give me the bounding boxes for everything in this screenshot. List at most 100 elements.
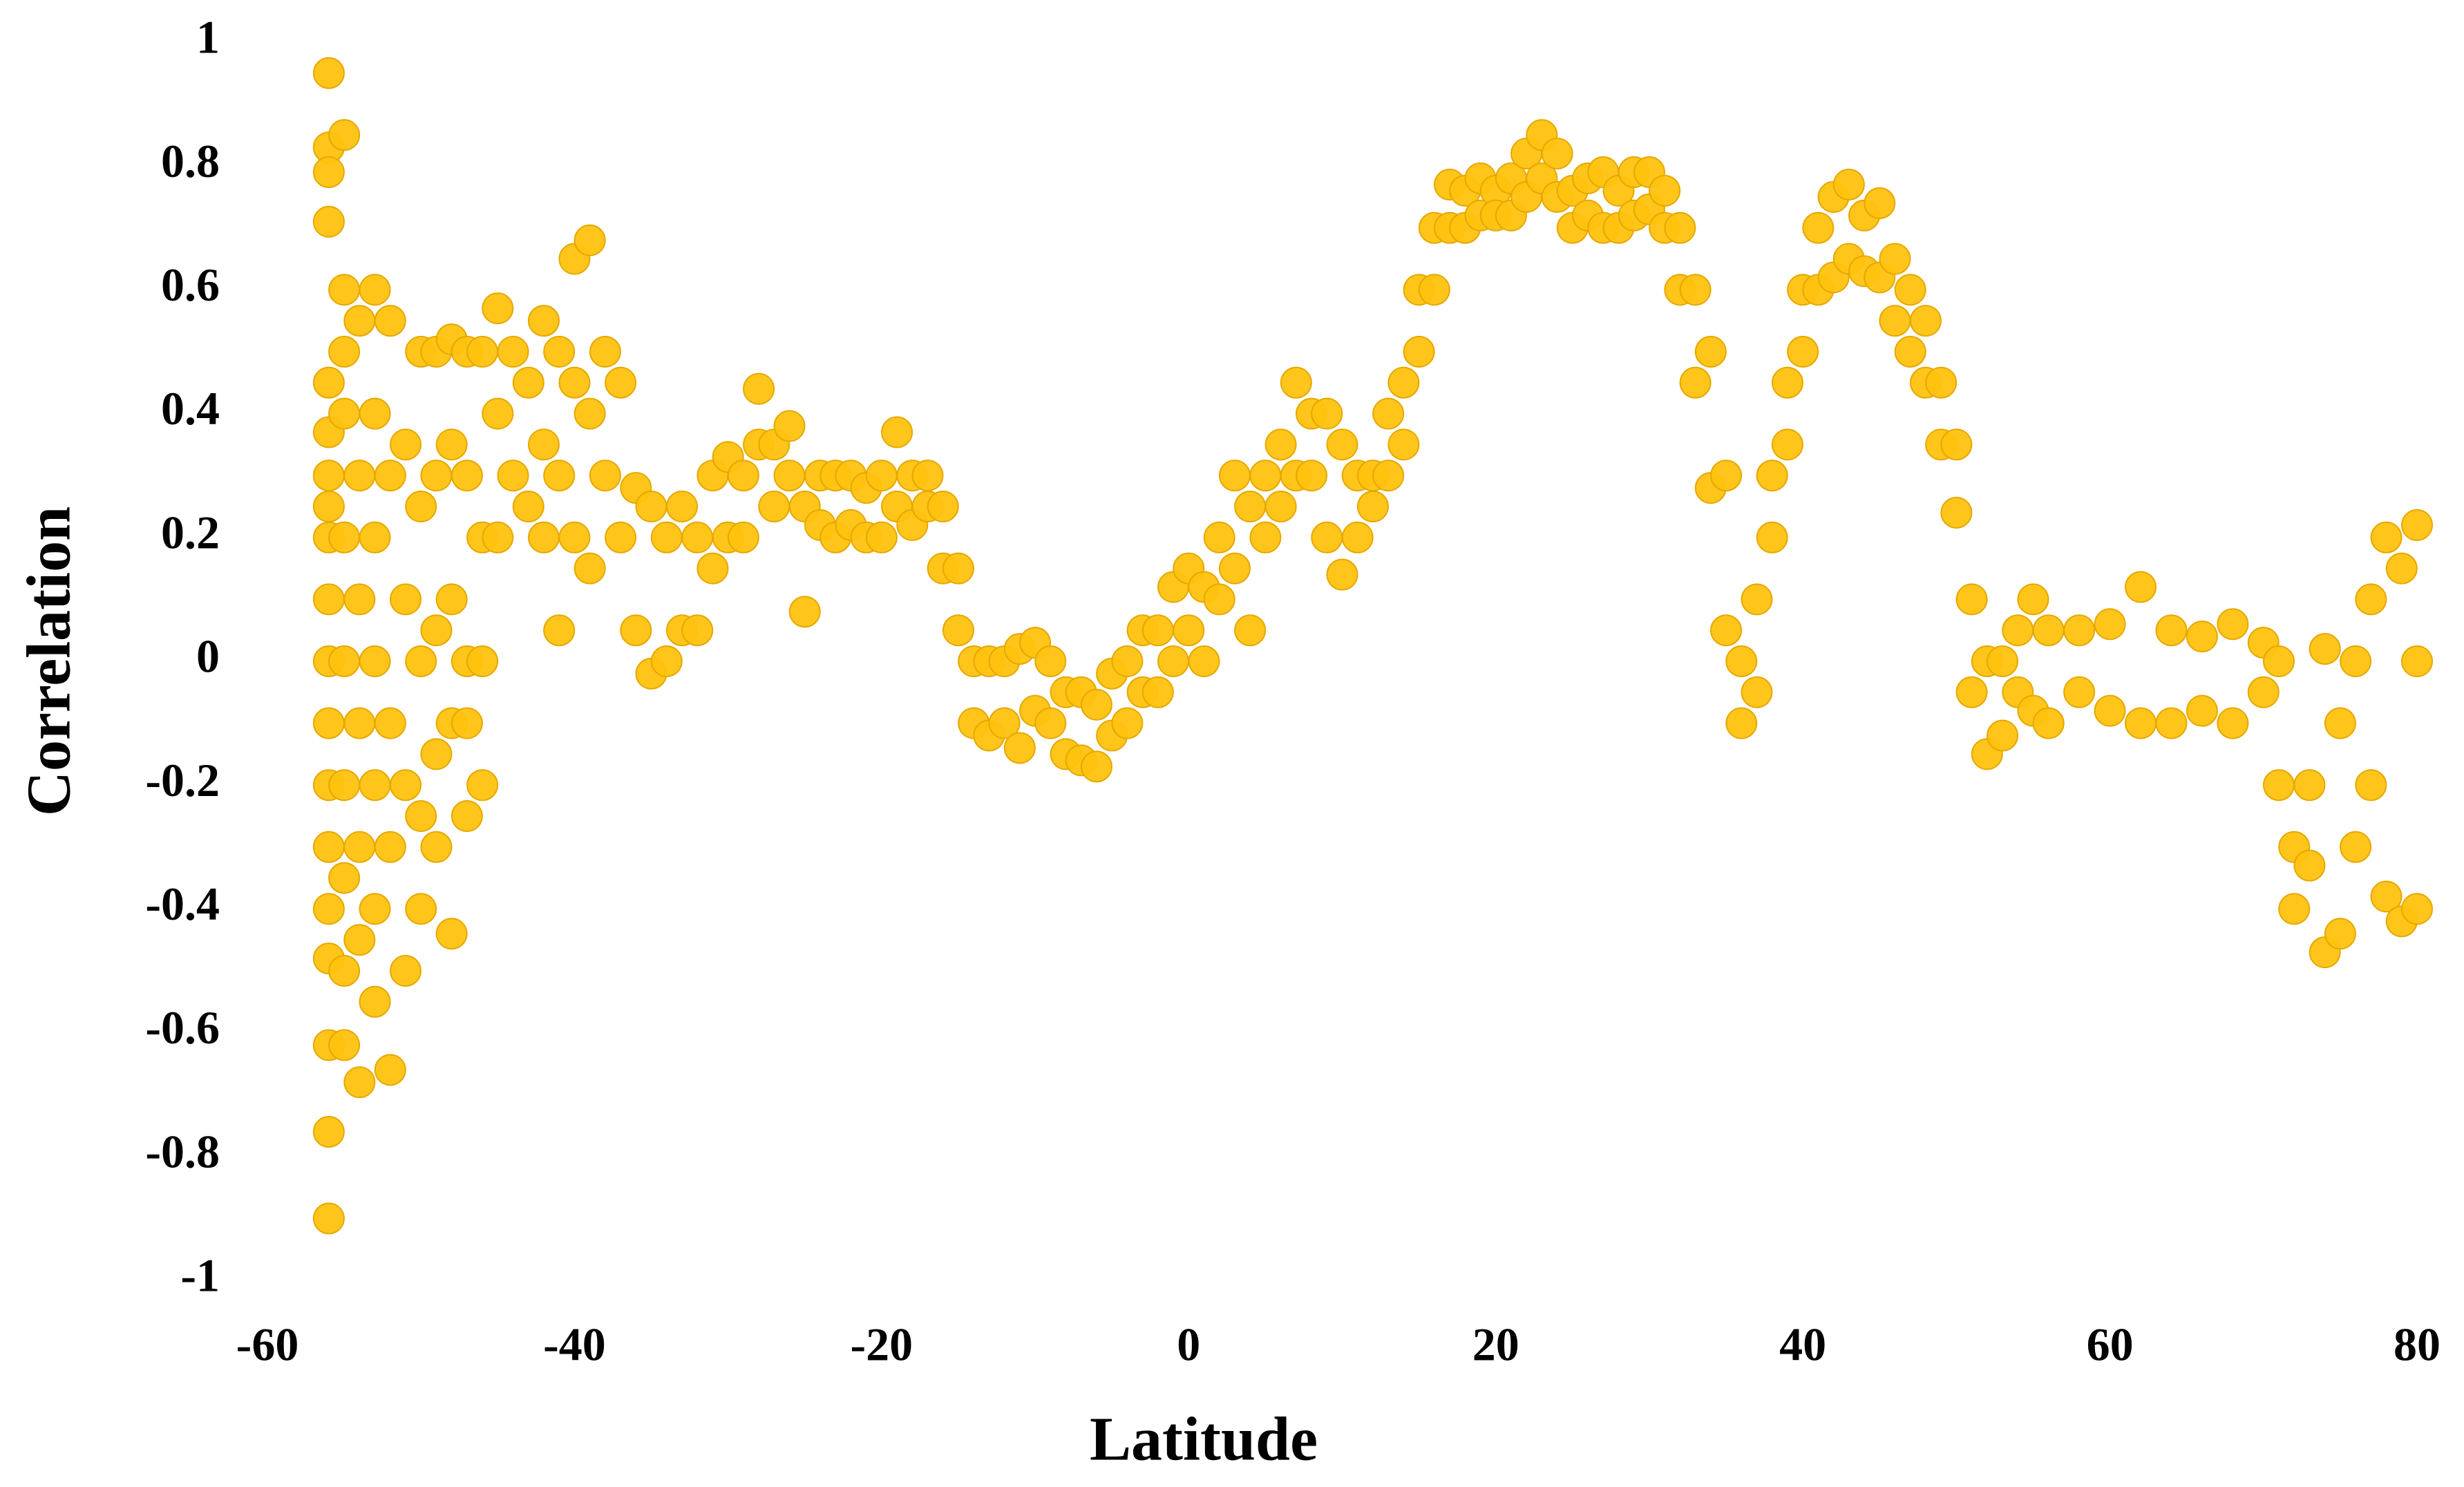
- point: [1111, 645, 1144, 677]
- point: [359, 397, 391, 430]
- point: [1679, 274, 1712, 306]
- point: [374, 831, 406, 863]
- point: [343, 924, 376, 956]
- point: [2063, 676, 2096, 708]
- point: [1771, 428, 1803, 461]
- y-tick-label: -0.6: [145, 1001, 220, 1054]
- point: [1925, 366, 1958, 399]
- point: [343, 460, 376, 492]
- point: [2032, 707, 2065, 739]
- point: [2155, 614, 2188, 647]
- point: [1787, 336, 1819, 368]
- point: [2017, 583, 2049, 616]
- point: [1387, 366, 1420, 399]
- point: [2263, 645, 2295, 677]
- point: [328, 955, 361, 987]
- point: [435, 428, 468, 461]
- point: [681, 614, 714, 647]
- point: [605, 521, 637, 553]
- point: [405, 645, 437, 677]
- point: [328, 1029, 361, 1061]
- point: [2355, 583, 2387, 616]
- point: [328, 397, 361, 430]
- point: [2370, 521, 2403, 553]
- point: [911, 460, 944, 492]
- point: [420, 831, 453, 863]
- point: [1372, 397, 1405, 430]
- y-tick-label: 1: [196, 11, 220, 64]
- point: [1264, 491, 1297, 522]
- point: [312, 205, 345, 238]
- point: [389, 583, 421, 616]
- point: [1771, 366, 1803, 399]
- point: [1326, 558, 1358, 591]
- point: [1541, 138, 1573, 170]
- point: [650, 645, 683, 677]
- x-tick-label: 60: [2087, 1318, 2134, 1371]
- point: [328, 645, 361, 677]
- point: [1694, 336, 1727, 368]
- point: [512, 366, 544, 399]
- point: [328, 274, 361, 306]
- point: [527, 428, 560, 461]
- point: [1909, 305, 1942, 337]
- point: [942, 552, 974, 585]
- point: [1710, 460, 1743, 492]
- point: [1894, 274, 1926, 306]
- point: [312, 460, 345, 492]
- point: [681, 521, 714, 553]
- point: [1879, 243, 1911, 275]
- point: [1111, 707, 1144, 739]
- y-tick-label: -0.4: [145, 878, 220, 930]
- point: [420, 614, 453, 647]
- point: [2094, 694, 2126, 727]
- point: [2217, 608, 2249, 641]
- point: [359, 521, 391, 553]
- point: [374, 1054, 406, 1086]
- point: [1218, 460, 1251, 492]
- point: [881, 416, 913, 448]
- point: [605, 366, 637, 399]
- point: [2263, 769, 2295, 802]
- point: [1372, 460, 1405, 492]
- y-tick-label: -0.2: [145, 754, 220, 806]
- point: [374, 460, 406, 492]
- point: [1141, 676, 1174, 708]
- point: [2293, 769, 2326, 802]
- point: [466, 336, 499, 368]
- point: [1864, 187, 1896, 219]
- point: [2324, 707, 2356, 739]
- point: [328, 862, 361, 894]
- point: [1218, 552, 1251, 585]
- point: [574, 224, 606, 256]
- point: [1157, 645, 1190, 677]
- point: [574, 552, 606, 585]
- y-tick-label: -1: [180, 1249, 220, 1302]
- point: [2125, 571, 2157, 603]
- point: [2340, 645, 2372, 677]
- point: [405, 893, 437, 925]
- point: [451, 800, 483, 832]
- point: [1955, 583, 1988, 616]
- point: [1356, 491, 1389, 522]
- point: [328, 521, 361, 553]
- point: [1234, 614, 1267, 647]
- point: [1756, 460, 1788, 492]
- point: [1741, 676, 1773, 708]
- point: [788, 596, 821, 628]
- point: [1141, 614, 1174, 647]
- point: [1280, 366, 1312, 399]
- point: [359, 985, 391, 1018]
- y-tick-label: 0.6: [161, 258, 220, 311]
- point: [1234, 491, 1267, 522]
- point: [328, 119, 361, 151]
- point: [1418, 274, 1450, 306]
- point: [2186, 621, 2218, 653]
- point: [466, 645, 499, 677]
- point: [988, 707, 1021, 739]
- point: [482, 292, 514, 325]
- point: [2293, 849, 2326, 882]
- point: [543, 336, 576, 368]
- point: [527, 305, 560, 337]
- point: [758, 491, 790, 522]
